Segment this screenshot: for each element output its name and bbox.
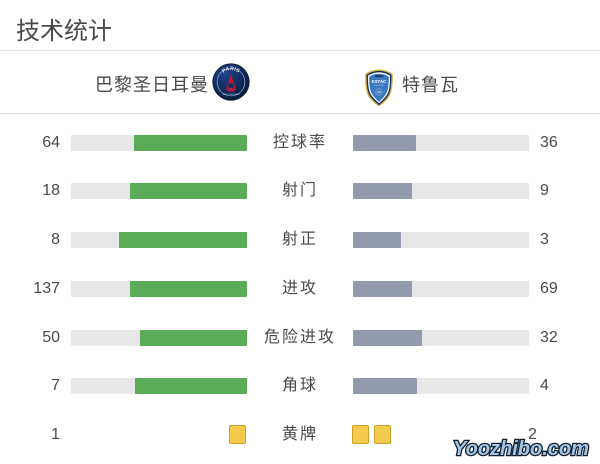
svg-text:10: 10: [377, 90, 381, 94]
svg-text:TROYES: TROYES: [374, 85, 384, 87]
svg-text:ESTAC: ESTAC: [372, 79, 388, 84]
